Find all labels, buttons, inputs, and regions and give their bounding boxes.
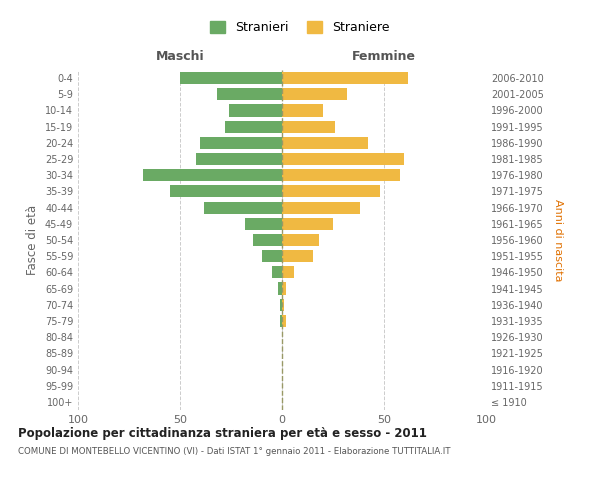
Y-axis label: Anni di nascita: Anni di nascita bbox=[553, 198, 563, 281]
Bar bbox=[282, 104, 323, 117]
Bar bbox=[217, 88, 282, 101]
Bar bbox=[196, 153, 282, 165]
Bar bbox=[282, 250, 313, 262]
Bar bbox=[282, 315, 286, 327]
Bar bbox=[180, 72, 282, 84]
Bar bbox=[143, 169, 282, 181]
Bar bbox=[282, 186, 380, 198]
Bar bbox=[280, 315, 282, 327]
Bar bbox=[282, 153, 404, 165]
Bar bbox=[170, 186, 282, 198]
Bar bbox=[229, 104, 282, 117]
Bar bbox=[282, 282, 286, 294]
Bar bbox=[282, 266, 294, 278]
Text: Femmine: Femmine bbox=[352, 50, 416, 63]
Bar bbox=[282, 169, 400, 181]
Bar bbox=[282, 298, 284, 311]
Bar bbox=[282, 218, 333, 230]
Bar bbox=[282, 234, 319, 246]
Bar bbox=[282, 137, 368, 149]
Text: COMUNE DI MONTEBELLO VICENTINO (VI) - Dati ISTAT 1° gennaio 2011 - Elaborazione : COMUNE DI MONTEBELLO VICENTINO (VI) - Da… bbox=[18, 448, 451, 456]
Text: Maschi: Maschi bbox=[155, 50, 205, 63]
Y-axis label: Fasce di età: Fasce di età bbox=[26, 205, 39, 275]
Bar bbox=[280, 298, 282, 311]
Bar bbox=[278, 282, 282, 294]
Bar bbox=[200, 137, 282, 149]
Bar bbox=[282, 72, 409, 84]
Bar bbox=[282, 120, 335, 132]
Bar bbox=[262, 250, 282, 262]
Bar bbox=[253, 234, 282, 246]
Bar bbox=[225, 120, 282, 132]
Bar bbox=[205, 202, 282, 213]
Bar bbox=[245, 218, 282, 230]
Bar bbox=[282, 202, 359, 213]
Legend: Stranieri, Straniere: Stranieri, Straniere bbox=[205, 16, 395, 40]
Text: Popolazione per cittadinanza straniera per età e sesso - 2011: Popolazione per cittadinanza straniera p… bbox=[18, 428, 427, 440]
Bar bbox=[282, 88, 347, 101]
Bar bbox=[272, 266, 282, 278]
